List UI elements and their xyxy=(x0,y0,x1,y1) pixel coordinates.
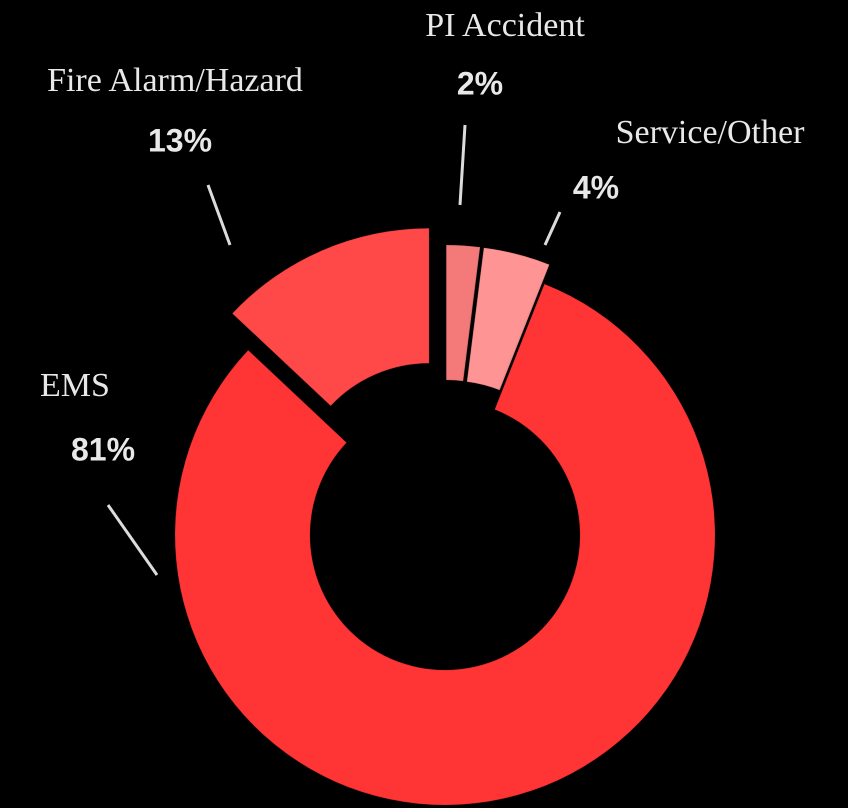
slice-value-label: 13% xyxy=(148,122,212,158)
slice-value-label: 2% xyxy=(457,65,503,101)
slice-value-label: 4% xyxy=(573,169,619,205)
slice-label: Service/Other xyxy=(616,114,805,151)
donut-slice xyxy=(466,247,551,391)
leader-line xyxy=(543,211,562,246)
donut-slice xyxy=(445,244,481,382)
slice-value-label: 81% xyxy=(71,431,135,467)
leader-line xyxy=(206,184,232,246)
donut-slice xyxy=(174,283,716,806)
donut-slice xyxy=(231,227,430,407)
slice-label: PI Accident xyxy=(425,7,585,44)
slice-label: EMS xyxy=(40,367,110,404)
leader-line xyxy=(106,504,159,576)
slice-label: Fire Alarm/Hazard xyxy=(47,62,303,99)
leader-line xyxy=(458,124,467,206)
